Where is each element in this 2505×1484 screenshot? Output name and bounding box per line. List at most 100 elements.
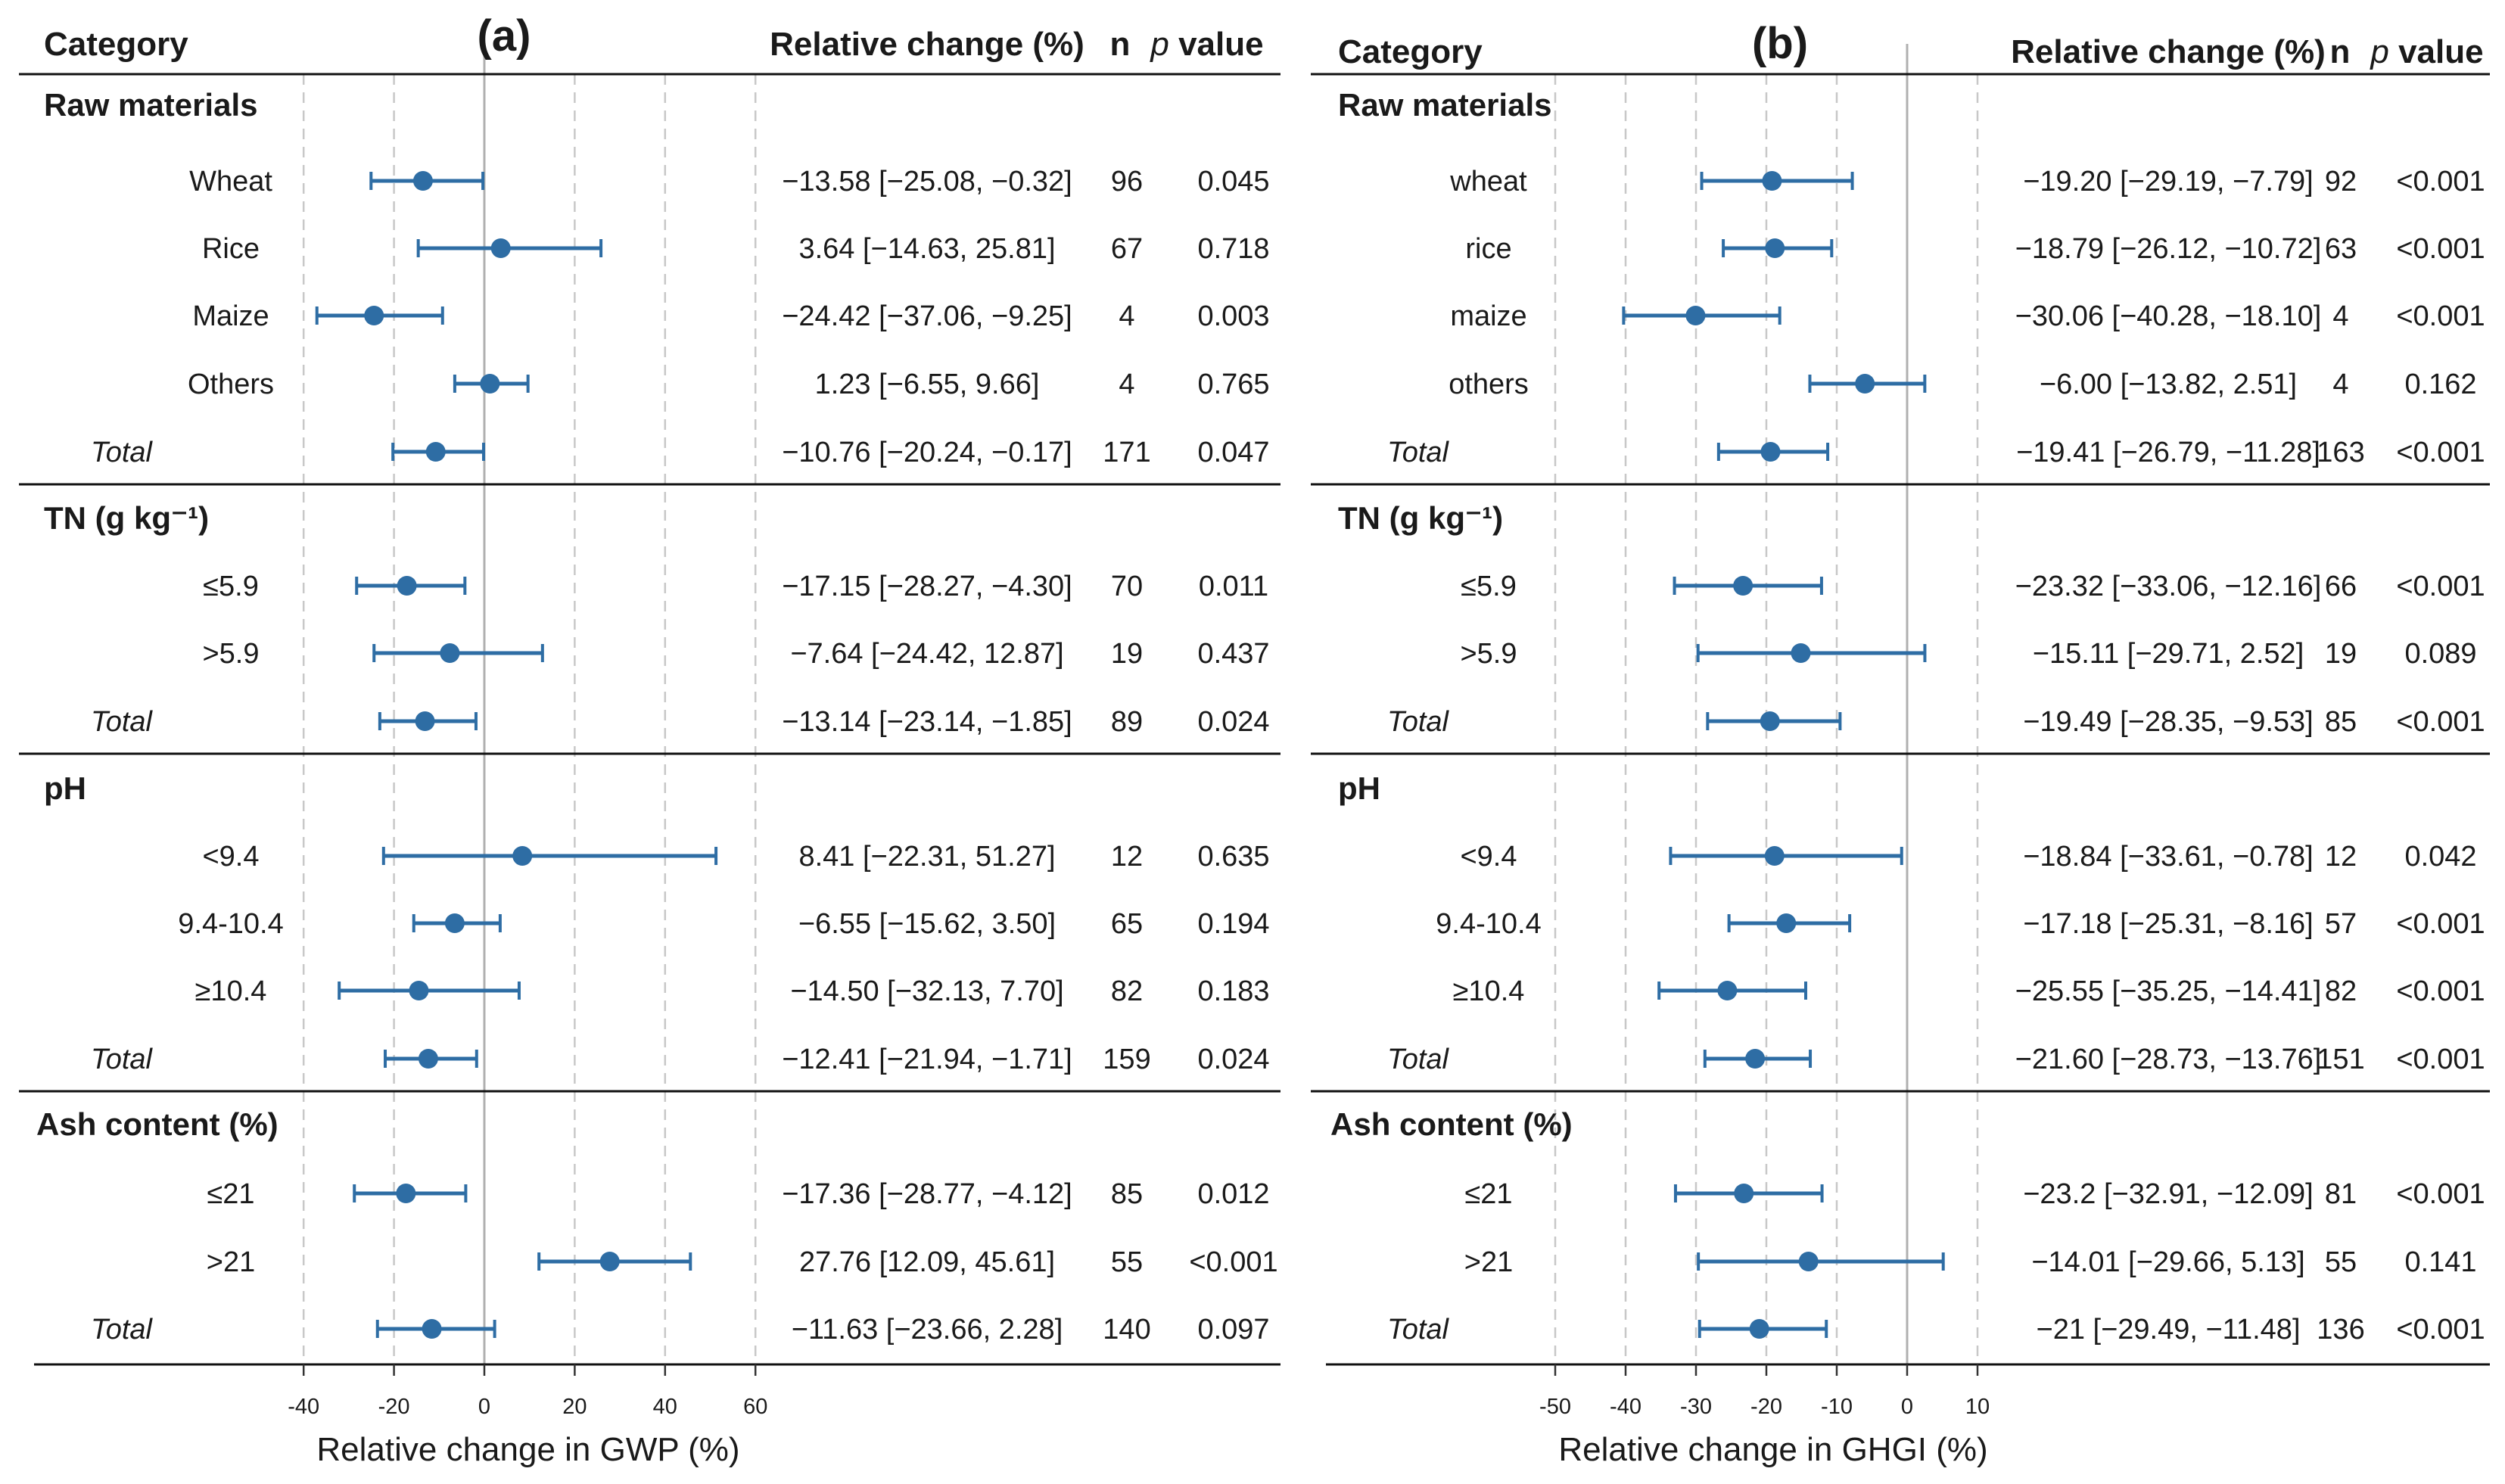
total-label: Total: [1387, 706, 1450, 738]
p-value: <0.001: [2396, 571, 2485, 602]
ci-value: −15.11 [−29.71, 2.52]: [2033, 638, 2304, 670]
ci-value: −17.15 [−28.27, −4.30]: [782, 571, 1072, 602]
p-value: 0.047: [1197, 437, 1269, 468]
x-tick-label: 20: [562, 1395, 587, 1419]
row-label: >21: [1464, 1246, 1513, 1278]
ci-value: −24.42 [−37.06, −9.25]: [782, 300, 1072, 332]
estimate-point: [480, 374, 500, 394]
total-label: Total: [1387, 437, 1450, 468]
p-value: 0.141: [2404, 1246, 2476, 1278]
n-value: 4: [1119, 300, 1134, 332]
p-header-rest: value: [2389, 33, 2484, 70]
estimate-point: [1776, 913, 1797, 933]
n-value: 136: [2317, 1314, 2364, 1346]
ci-value: 8.41 [−22.31, 51.27]: [798, 841, 1055, 873]
total-label: Total: [91, 706, 154, 738]
ci-value: −7.64 [−24.42, 12.87]: [790, 638, 1063, 670]
n-value: 4: [1119, 369, 1134, 400]
x-tick-label: -30: [1680, 1395, 1712, 1419]
p-value: <0.001: [2396, 233, 2485, 265]
estimate-point: [364, 306, 384, 325]
estimate-point: [1798, 1252, 1819, 1271]
ci-value: −14.50 [−32.13, 7.70]: [790, 975, 1063, 1007]
n-value: 55: [2325, 1246, 2357, 1278]
row-label: wheat: [1449, 166, 1527, 198]
n-value: 57: [2325, 908, 2357, 940]
ci-value: −19.20 [−29.19, −7.79]: [2023, 166, 2314, 198]
group-title: pH: [44, 770, 86, 806]
group-title: pH: [1338, 770, 1380, 806]
n-value: 66: [2325, 571, 2357, 602]
estimate-point: [1760, 442, 1781, 462]
n-value: 163: [2317, 437, 2364, 468]
n-value: 151: [2317, 1044, 2364, 1075]
n-value: 85: [1111, 1178, 1143, 1210]
total-label: Total: [1387, 1044, 1450, 1075]
ci-value: −6.55 [−15.62, 3.50]: [798, 908, 1056, 940]
p-value: 0.183: [1197, 975, 1269, 1007]
group-title: Ash content (%): [36, 1106, 279, 1142]
p-value: <0.001: [2396, 437, 2485, 468]
n-value: 12: [2325, 841, 2357, 873]
p-value: <0.001: [2396, 166, 2485, 198]
ci-value: −19.41 [−26.79, −11.28]: [2016, 437, 2320, 468]
row-label: maize: [1450, 300, 1526, 332]
p-value: 0.718: [1197, 233, 1269, 265]
row-label: ≤5.9: [203, 571, 259, 602]
estimate-point: [412, 171, 433, 191]
ci-value: −10.76 [−20.24, −0.17]: [782, 437, 1072, 468]
row-label: >5.9: [1460, 638, 1517, 670]
ci-value: −30.06 [−40.28, −18.10]: [2015, 300, 2322, 332]
ci-value: −19.49 [−28.35, −9.53]: [2023, 706, 2314, 738]
estimate-point: [1749, 1319, 1769, 1339]
x-tick-label: -10: [1821, 1395, 1853, 1419]
row-label: ≤21: [207, 1178, 254, 1210]
p-value: <0.001: [2396, 975, 2485, 1007]
p-value: 0.162: [2404, 369, 2476, 400]
n-value: 92: [2325, 166, 2357, 198]
p-value: <0.001: [2396, 300, 2485, 332]
panel-title: (a): [478, 11, 531, 61]
x-tick-label: 10: [1965, 1395, 1990, 1419]
estimate-point: [1762, 171, 1782, 191]
group-title: TN (g kg⁻¹): [44, 500, 209, 536]
ci-value: 27.76 [12.09, 45.61]: [799, 1246, 1055, 1278]
p-value: 0.042: [2404, 841, 2476, 873]
row-label: 9.4-10.4: [178, 908, 283, 940]
n-value: 19: [2325, 638, 2357, 670]
n-value: 82: [2325, 975, 2357, 1007]
ci-value: 3.64 [−14.63, 25.81]: [798, 233, 1055, 265]
relative-change-header: Relative change (%): [770, 26, 1084, 63]
ci-value: −6.00 [−13.82, 2.51]: [2040, 369, 2297, 400]
p-header-rest: value: [1169, 26, 1264, 63]
estimate-point: [444, 913, 465, 933]
p-value: <0.001: [2396, 1314, 2485, 1346]
ci-value: −18.79 [−26.12, −10.72]: [2015, 233, 2322, 265]
ci-value: −23.32 [−33.06, −12.16]: [2015, 571, 2322, 602]
group-title: Raw materials: [44, 87, 257, 123]
ci-value: −17.36 [−28.77, −4.12]: [782, 1178, 1072, 1210]
row-label: rice: [1465, 233, 1511, 265]
n-value: 89: [1111, 706, 1143, 738]
n-value: 159: [1103, 1044, 1150, 1075]
n-value: 82: [1111, 975, 1143, 1007]
row-label: <9.4: [1460, 841, 1517, 873]
row-label: Wheat: [189, 166, 272, 198]
p-value-header: p value: [1149, 26, 1263, 63]
estimate-point: [415, 711, 435, 731]
row-label: ≤5.9: [1461, 571, 1517, 602]
p-value: 0.045: [1197, 166, 1269, 198]
ci-value: −12.41 [−21.94, −1.71]: [782, 1044, 1072, 1075]
estimate-point: [425, 442, 446, 462]
x-tick-label: 0: [1901, 1395, 1913, 1419]
n-value: 70: [1111, 571, 1143, 602]
p-value: <0.001: [2396, 1178, 2485, 1210]
row-label: >5.9: [202, 638, 259, 670]
relative-change-header: Relative change (%): [2011, 33, 2326, 70]
n-value: 67: [1111, 233, 1143, 265]
x-tick-label: -40: [288, 1395, 319, 1419]
category-header: Category: [1338, 33, 1483, 70]
ci-value: −14.01 [−29.66, 5.13]: [2031, 1246, 2304, 1278]
ci-value: −21.60 [−28.73, −13.76]: [2015, 1044, 2322, 1075]
estimate-point: [1791, 643, 1811, 663]
